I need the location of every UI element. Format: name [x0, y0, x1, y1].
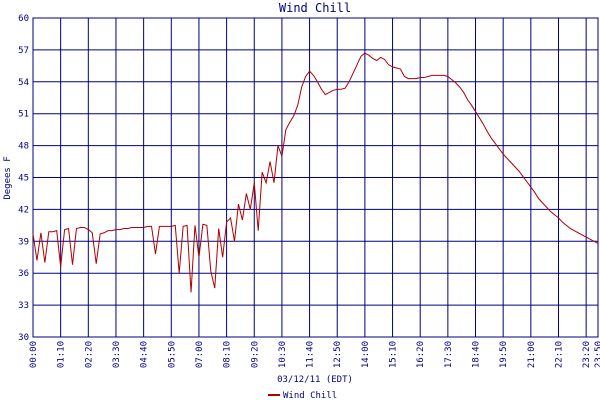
- y-tick-label: 60: [18, 14, 29, 24]
- y-tick-label: 33: [18, 301, 29, 311]
- x-tick-label: 17:30: [444, 341, 454, 368]
- x-tick-label: 23:20: [582, 341, 592, 368]
- y-tick-label: 54: [18, 78, 29, 88]
- x-tick-label: 23:50: [594, 341, 600, 368]
- y-axis-label: Degees F: [3, 156, 13, 199]
- x-axis-label: 03/12/11 (EDT): [277, 375, 353, 385]
- y-tick-label: 30: [18, 333, 29, 343]
- x-tick-label: 08:10: [223, 341, 233, 368]
- x-tick-label: 04:40: [140, 341, 150, 368]
- x-tick-label: 00:00: [29, 341, 39, 368]
- x-tick-label: 12:50: [333, 341, 343, 368]
- x-tick-label: 19:50: [499, 341, 509, 368]
- x-tick-label: 05:50: [167, 341, 177, 368]
- x-tick-label: 21:00: [527, 341, 537, 368]
- x-tick-label: 15:10: [389, 341, 399, 368]
- y-tick-label: 51: [18, 110, 29, 120]
- y-tick-label: 48: [18, 142, 29, 152]
- x-tick-label: 03:30: [112, 341, 122, 368]
- x-tick-label: 11:40: [306, 341, 316, 368]
- legend-label: Wind Chill: [283, 391, 337, 400]
- y-tick-label: 57: [18, 46, 29, 56]
- x-tick-label: 02:20: [84, 341, 94, 368]
- x-tick-label: 22:10: [554, 341, 564, 368]
- data-line: [32, 52, 599, 293]
- x-tick-label: 10:30: [278, 341, 288, 368]
- x-tick-label: 16:20: [416, 341, 426, 368]
- x-tick-label: 09:20: [250, 341, 260, 368]
- plot-border: [32, 17, 599, 338]
- x-tick-label: 14:00: [361, 341, 371, 368]
- y-tick-label: 42: [18, 205, 29, 215]
- x-tick-label: 07:00: [195, 341, 205, 368]
- chart-title: Wind Chill: [279, 1, 351, 15]
- y-tick-label: 39: [18, 237, 29, 247]
- y-tick-label: 36: [18, 269, 29, 279]
- x-tick-label: 01:10: [57, 341, 67, 368]
- y-tick-label: 45: [18, 174, 29, 184]
- x-tick-label: 18:40: [472, 341, 482, 368]
